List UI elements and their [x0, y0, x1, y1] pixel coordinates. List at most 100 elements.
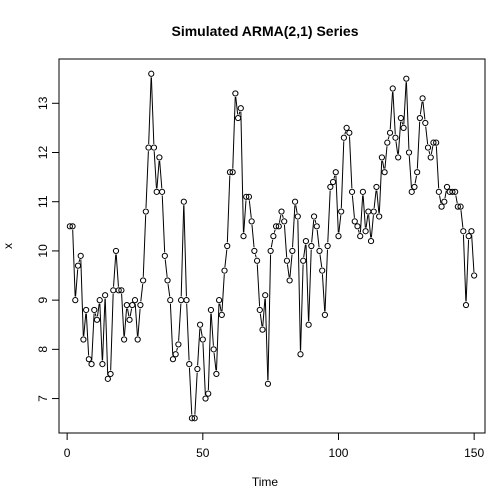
series-segment	[444, 190, 447, 199]
data-point	[300, 257, 307, 264]
series-segment	[221, 274, 225, 312]
data-point	[80, 336, 87, 343]
x-tick-label: 150	[464, 446, 484, 460]
series-segment	[335, 175, 339, 233]
series-segment	[123, 308, 128, 336]
data-point	[232, 90, 239, 97]
series-segment	[316, 229, 320, 248]
data-point	[335, 233, 342, 240]
data-point	[85, 356, 92, 363]
data-point	[346, 129, 353, 136]
series-segment	[142, 215, 147, 277]
series-segment	[186, 303, 190, 361]
data-point	[99, 361, 106, 368]
x-axis-label: Time	[252, 475, 279, 489]
series-segment	[113, 254, 117, 287]
data-point	[253, 257, 261, 264]
data-point	[329, 178, 337, 186]
series-segment	[439, 195, 442, 204]
data-point	[259, 326, 266, 333]
data-point	[354, 223, 361, 230]
data-point	[286, 277, 293, 284]
series-segment	[148, 77, 152, 144]
series-segment	[267, 254, 272, 381]
series-segment	[344, 131, 347, 135]
data-point	[77, 252, 84, 259]
data-point	[137, 301, 144, 309]
series-segment	[94, 313, 97, 317]
series-segment	[319, 254, 323, 268]
data-point	[202, 395, 209, 402]
series-segment	[232, 97, 236, 169]
series-segment	[324, 249, 328, 312]
data-point	[278, 208, 285, 215]
data-point	[83, 306, 90, 314]
series-segment	[115, 254, 119, 287]
series-segment	[314, 219, 317, 223]
data-point	[414, 169, 421, 176]
data-point	[305, 321, 312, 328]
series-segment	[455, 195, 458, 204]
data-point	[148, 70, 155, 77]
data-point	[164, 277, 171, 284]
data-point	[443, 183, 451, 191]
series-segment	[401, 121, 404, 125]
series-segment	[264, 298, 269, 381]
data-point	[316, 247, 323, 255]
series-segment	[392, 92, 396, 135]
data-point	[167, 297, 174, 304]
data-point	[107, 370, 114, 378]
x-tick-label: 50	[196, 446, 210, 460]
series-segment	[85, 313, 90, 356]
data-point	[457, 203, 464, 210]
series-segment	[365, 215, 369, 228]
data-point	[395, 154, 402, 161]
data-point	[188, 415, 196, 422]
series-segment	[278, 215, 282, 223]
data-point	[327, 183, 334, 191]
data-point	[297, 351, 304, 358]
series-segment	[96, 303, 100, 317]
data-point	[367, 237, 375, 245]
data-point	[441, 198, 448, 205]
data-point	[392, 134, 399, 141]
data-point	[370, 208, 377, 215]
series-segment	[373, 190, 377, 209]
data-point	[294, 213, 301, 220]
data-point	[126, 316, 133, 323]
data-point	[123, 301, 130, 309]
data-point	[104, 375, 111, 382]
y-axis-label: x	[1, 243, 15, 249]
data-point	[112, 247, 120, 255]
data-point	[131, 297, 139, 304]
series-segment	[333, 175, 336, 179]
data-point	[267, 247, 274, 255]
series-segment	[405, 82, 410, 149]
series-segment	[159, 160, 163, 189]
data-point	[145, 144, 152, 151]
series-segment	[368, 215, 372, 238]
series-segment	[378, 160, 383, 213]
data-point	[240, 233, 247, 240]
data-point	[218, 311, 225, 318]
series-segment	[338, 215, 342, 233]
series-segment	[273, 229, 276, 233]
data-point	[422, 119, 429, 127]
series-segment	[178, 303, 182, 341]
series-segment	[150, 77, 155, 144]
data-point	[234, 114, 242, 122]
x-tick-label: 100	[328, 446, 348, 460]
data-point	[142, 208, 149, 215]
data-point	[289, 247, 296, 255]
data-point	[102, 292, 109, 299]
series-segment	[422, 101, 426, 120]
series-segment	[238, 111, 241, 115]
data-point	[313, 223, 320, 230]
series-segment	[308, 249, 312, 322]
series-segment	[200, 328, 203, 337]
series-segment	[248, 200, 252, 218]
series-segment	[102, 298, 106, 361]
series-segment	[425, 126, 429, 145]
series-segment	[104, 298, 109, 376]
